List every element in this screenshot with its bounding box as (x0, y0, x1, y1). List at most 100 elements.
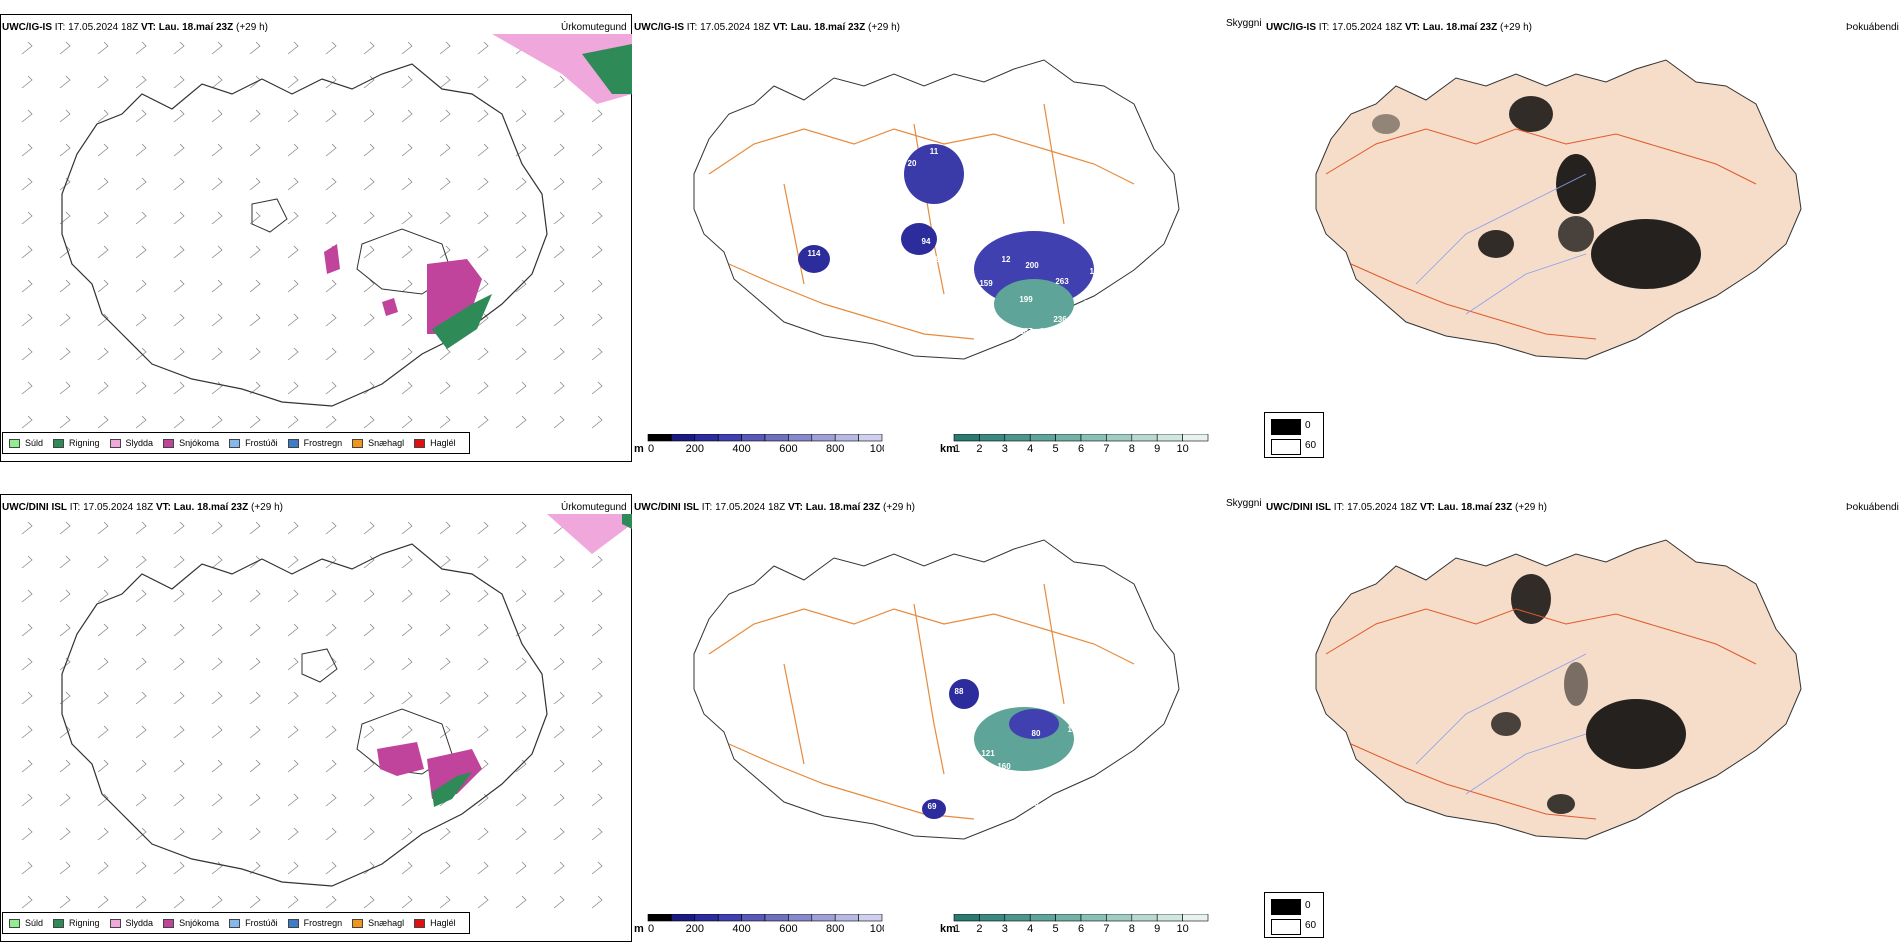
wind-barb (401, 895, 413, 909)
wind-barb (439, 691, 451, 705)
wind-barb (591, 861, 603, 875)
vis-value-label: 16 (1090, 267, 1099, 276)
wind-barb (211, 245, 223, 259)
vt-value: Lau. 18.maí 23Z (805, 502, 881, 513)
wind-barb (211, 861, 223, 875)
vis-value-label: 167 (1019, 327, 1033, 336)
colorbar-swatch (764, 434, 789, 442)
forecast-header: UWC/IG-IS IT: 17.05.2024 18Z VT: Lau. 18… (2, 22, 268, 34)
wind-barb (287, 555, 299, 569)
wind-barb (325, 109, 337, 123)
wind-barb (21, 279, 33, 293)
wind-barb (135, 589, 147, 603)
wind-barb (477, 109, 489, 123)
colorbar-swatch (1004, 914, 1031, 922)
colorbar-tick-label: 1000 (870, 923, 884, 934)
wind-barb (325, 143, 337, 157)
wind-barb (287, 623, 299, 637)
vt-label: VT: (787, 502, 803, 513)
vt-label: VT: (772, 22, 788, 33)
colorbar-swatch (979, 434, 1006, 442)
forecast-header: UWC/IG-IS IT: 17.05.2024 18Z VT: Lau. 18… (634, 22, 900, 34)
wind-barb (211, 143, 223, 157)
wind-barb (97, 177, 109, 191)
legend-item: Súld (9, 438, 43, 448)
wind-barb (21, 861, 33, 875)
wind-barb (97, 759, 109, 773)
fog-panel-title: Þokuábendi (1846, 502, 1899, 513)
wind-barb (135, 279, 147, 293)
colorbar-tick-label: 800 (826, 443, 844, 454)
wind-barb (59, 623, 71, 637)
colorbar-swatch (1080, 914, 1107, 922)
wind-barb (249, 177, 261, 191)
legend-label: Snæhagl (368, 438, 405, 448)
wind-barb (325, 381, 337, 395)
wind-barb (477, 895, 489, 909)
wind-barb (173, 75, 185, 89)
wind-barb (211, 75, 223, 89)
wind-barb (59, 313, 71, 327)
road-network (708, 583, 1135, 820)
vis-value-label: 200 (1025, 261, 1039, 270)
colorbar-swatch (788, 434, 813, 442)
legend-label: Snjókoma (179, 438, 220, 448)
wind-barb (439, 41, 451, 55)
vt-value: Lau. 18.maí 23Z (790, 22, 866, 33)
wind-barb (591, 313, 603, 327)
it-label: IT: (1333, 502, 1345, 513)
wind-barb (249, 895, 261, 909)
colorbar-swatch (858, 434, 883, 442)
colorbar-swatch (741, 914, 766, 922)
wind-barb (173, 279, 185, 293)
vis-value-label: 80 (1032, 729, 1041, 738)
wind-barb (211, 589, 223, 603)
wind-barb (363, 555, 375, 569)
colorbar-swatch (671, 434, 696, 442)
wind-barb (59, 827, 71, 841)
wind-barb (211, 279, 223, 293)
wind-barb (363, 109, 375, 123)
wind-barb (249, 143, 261, 157)
wind-barb (325, 589, 337, 603)
vt-label: VT: (1404, 22, 1420, 33)
colorbar-swatch (1131, 914, 1158, 922)
wind-barb (21, 623, 33, 637)
legend-item: Rigning (53, 438, 100, 448)
wind-barb (515, 827, 527, 841)
colorbar-tick-label: 400 (732, 923, 750, 934)
wind-barb (59, 279, 71, 293)
wind-barb (249, 521, 261, 535)
wind-barb (363, 759, 375, 773)
vis-value-labels: 11 20 119 114 94 98 12 200 263 16 159 199 17 236 151 16… (808, 147, 1099, 336)
colorbar-tick-label: 10 (1176, 443, 1188, 454)
wind-barb (439, 347, 451, 361)
colorbar-tick-label: 800 (826, 923, 844, 934)
wind-barb (211, 657, 223, 671)
fog-map (1315, 539, 1802, 840)
wind-barb (249, 41, 261, 55)
colorbar-swatch (647, 914, 672, 922)
fog-map (1315, 59, 1802, 360)
wind-barb (59, 759, 71, 773)
colorbar-swatch (1182, 434, 1209, 442)
colorbar-swatch (1182, 914, 1209, 922)
wind-barb (401, 245, 413, 259)
wind-barb (287, 415, 299, 429)
snjokoma-area-1 (427, 259, 482, 334)
wind-barbs (21, 521, 603, 909)
it-label: IT: (701, 502, 713, 513)
legend-item: Slydda (109, 918, 153, 928)
wind-barb (135, 861, 147, 875)
wind-barb (515, 381, 527, 395)
wind-barb (591, 143, 603, 157)
wind-barb (477, 143, 489, 157)
vis-value-label: 94 (922, 237, 931, 246)
wind-barb (401, 861, 413, 875)
colorbar-unit: km (940, 923, 956, 934)
wind-barb (515, 725, 527, 739)
wind-barb (249, 347, 261, 361)
wind-barb (97, 415, 109, 429)
wind-barb (325, 861, 337, 875)
colorbar-tick-label: 6 (1078, 923, 1084, 934)
